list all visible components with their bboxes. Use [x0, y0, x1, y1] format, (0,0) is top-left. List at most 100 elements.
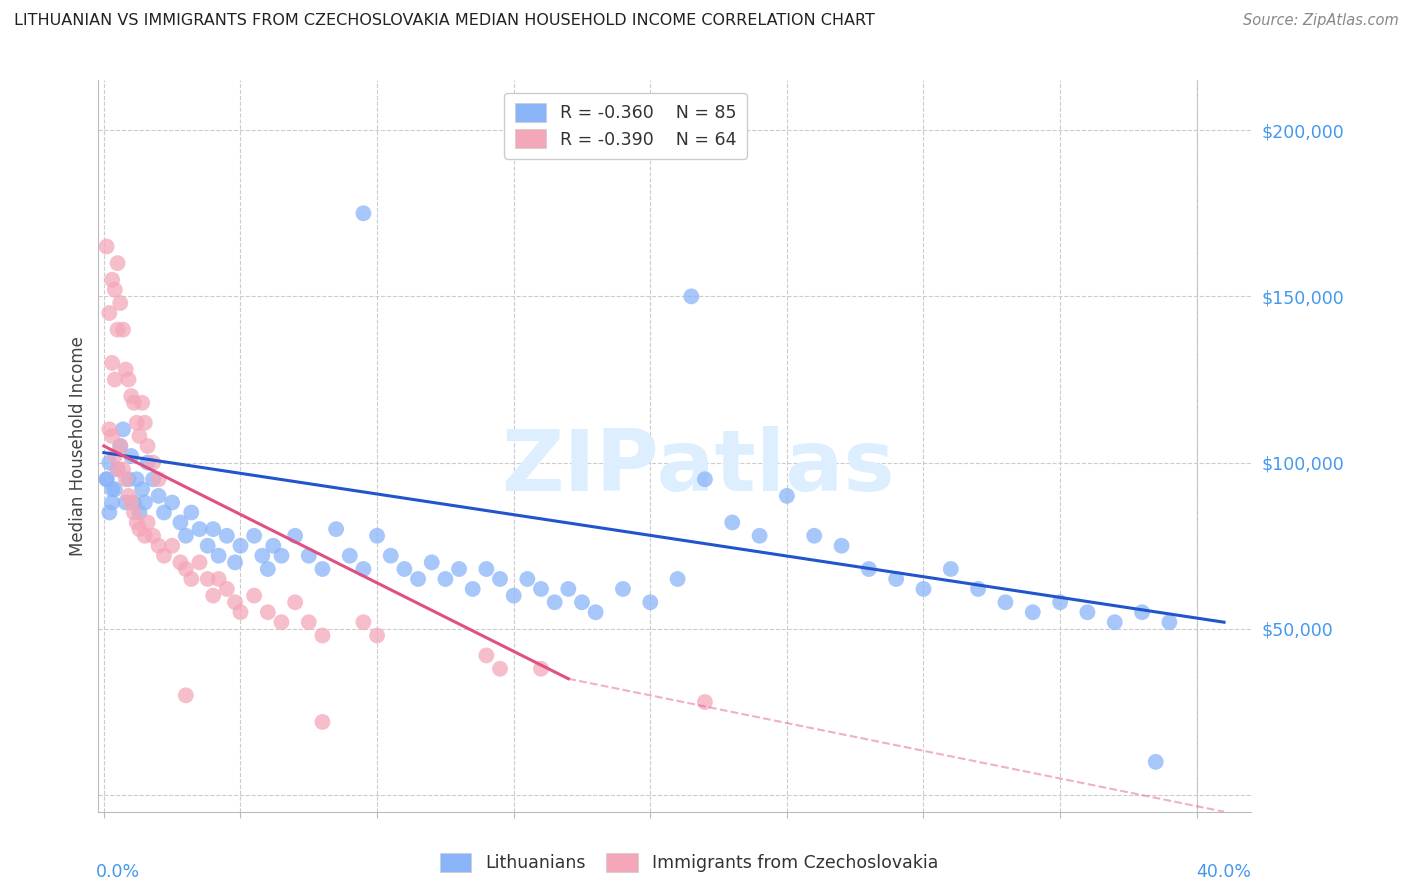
- Point: [229, 605, 252, 619]
- Point: [128, 429, 150, 443]
- Point: [776, 489, 799, 503]
- Point: [1076, 605, 1098, 619]
- Point: [229, 539, 252, 553]
- Point: [101, 495, 124, 509]
- Legend: R = -0.360    N = 85, R = -0.390    N = 64: R = -0.360 N = 85, R = -0.390 N = 64: [505, 93, 747, 159]
- Point: [256, 562, 278, 576]
- Point: [475, 562, 498, 576]
- Point: [174, 562, 197, 576]
- Point: [530, 662, 553, 676]
- Point: [475, 648, 498, 663]
- Point: [939, 562, 962, 576]
- Point: [98, 306, 121, 320]
- Point: [128, 522, 150, 536]
- Point: [96, 239, 118, 253]
- Point: [153, 506, 176, 520]
- Point: [420, 555, 443, 569]
- Point: [447, 562, 470, 576]
- Point: [1022, 605, 1045, 619]
- Point: [122, 506, 145, 520]
- Point: [142, 472, 165, 486]
- Point: [142, 456, 165, 470]
- Point: [243, 529, 266, 543]
- Point: [366, 529, 388, 543]
- Point: [394, 562, 416, 576]
- Point: [325, 522, 347, 536]
- Point: [858, 562, 880, 576]
- Text: ZIPatlas: ZIPatlas: [501, 426, 894, 509]
- Point: [224, 595, 246, 609]
- Point: [125, 516, 148, 530]
- Point: [557, 582, 579, 596]
- Point: [1130, 605, 1153, 619]
- Point: [160, 495, 183, 509]
- Point: [120, 495, 142, 509]
- Point: [111, 323, 134, 337]
- Point: [174, 529, 197, 543]
- Point: [311, 714, 333, 729]
- Point: [131, 396, 153, 410]
- Point: [136, 516, 159, 530]
- Point: [101, 429, 124, 443]
- Point: [125, 472, 148, 486]
- Point: [117, 372, 139, 386]
- Point: [110, 439, 132, 453]
- Point: [284, 529, 307, 543]
- Point: [134, 416, 156, 430]
- Point: [107, 256, 129, 270]
- Point: [111, 422, 134, 436]
- Point: [117, 472, 139, 486]
- Point: [693, 695, 716, 709]
- Point: [188, 555, 211, 569]
- Point: [110, 296, 132, 310]
- Point: [122, 396, 145, 410]
- Point: [207, 549, 229, 563]
- Point: [134, 529, 156, 543]
- Point: [117, 489, 139, 503]
- Point: [224, 555, 246, 569]
- Point: [101, 482, 124, 496]
- Point: [681, 289, 703, 303]
- Point: [803, 529, 825, 543]
- Point: [380, 549, 402, 563]
- Point: [98, 422, 121, 436]
- Point: [174, 689, 197, 703]
- Point: [967, 582, 990, 596]
- Point: [111, 462, 134, 476]
- Text: Source: ZipAtlas.com: Source: ZipAtlas.com: [1243, 13, 1399, 29]
- Point: [98, 456, 121, 470]
- Text: 0.0%: 0.0%: [96, 863, 141, 881]
- Point: [136, 456, 159, 470]
- Point: [585, 605, 607, 619]
- Point: [180, 572, 202, 586]
- Point: [107, 323, 129, 337]
- Point: [284, 595, 307, 609]
- Point: [160, 539, 183, 553]
- Point: [96, 472, 118, 486]
- Point: [640, 595, 662, 609]
- Point: [721, 516, 744, 530]
- Point: [114, 472, 136, 486]
- Point: [169, 555, 191, 569]
- Point: [693, 472, 716, 486]
- Point: [188, 522, 211, 536]
- Point: [994, 595, 1017, 609]
- Point: [298, 549, 321, 563]
- Point: [120, 389, 142, 403]
- Point: [1159, 615, 1181, 630]
- Point: [884, 572, 907, 586]
- Point: [101, 273, 124, 287]
- Point: [461, 582, 484, 596]
- Point: [831, 539, 853, 553]
- Point: [489, 572, 512, 586]
- Point: [131, 482, 153, 496]
- Point: [406, 572, 429, 586]
- Point: [169, 516, 191, 530]
- Point: [180, 506, 202, 520]
- Point: [114, 495, 136, 509]
- Point: [270, 615, 292, 630]
- Point: [339, 549, 361, 563]
- Point: [256, 605, 278, 619]
- Point: [311, 628, 333, 642]
- Point: [142, 529, 165, 543]
